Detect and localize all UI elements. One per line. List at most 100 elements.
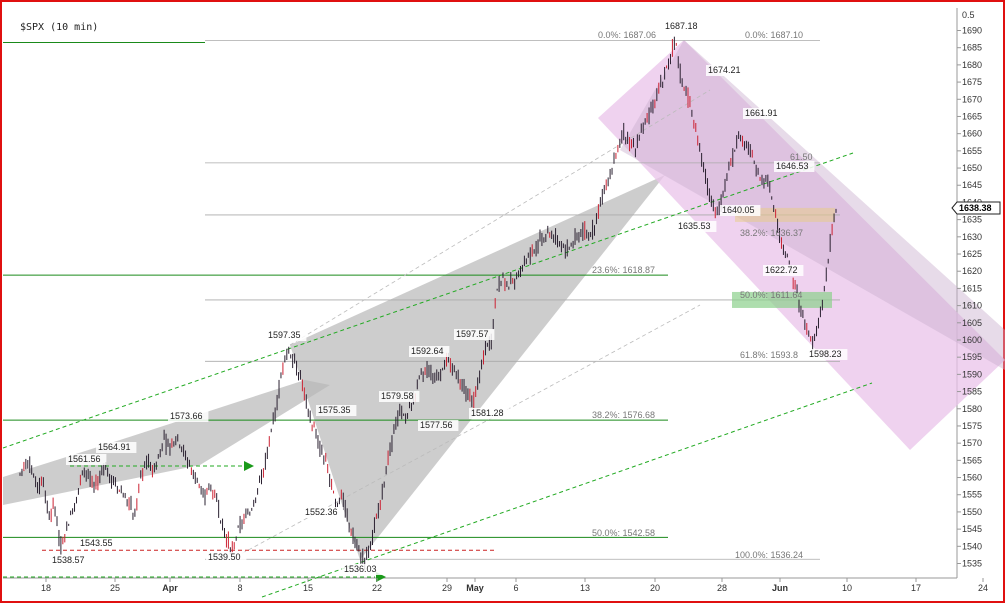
fib-right-2: 38.2%: 1636.37 bbox=[740, 228, 803, 238]
price-label-6: 1597.35 bbox=[268, 330, 301, 340]
y-tick-1535: 1535 bbox=[962, 559, 982, 569]
channel-inner-wedge bbox=[620, 40, 1005, 370]
price-label-bg-15 bbox=[663, 21, 704, 32]
y-tick-1670: 1670 bbox=[962, 94, 982, 104]
wedge-large bbox=[290, 175, 665, 560]
y-tick-1650: 1650 bbox=[962, 163, 982, 173]
fib-right-0: 0.0%: 1687.10 bbox=[745, 30, 803, 40]
fib-right-5: 100.0%: 1536.24 bbox=[735, 550, 803, 560]
fib-right-1: 61.50 bbox=[790, 152, 813, 162]
price-label-3: 1538.57 bbox=[52, 555, 85, 565]
x-tick-7: May bbox=[466, 583, 484, 593]
price-label-17: 1661.91 bbox=[745, 108, 778, 118]
y-tick-1555: 1555 bbox=[962, 490, 982, 500]
price-label-bg-10 bbox=[379, 391, 420, 402]
price-label-10: 1579.58 bbox=[381, 391, 414, 401]
fib-right-3: 50.0%: 1611.64 bbox=[740, 290, 802, 300]
price-label-bg-22 bbox=[807, 349, 848, 360]
y-tick-1540: 1540 bbox=[962, 541, 982, 551]
fib-left-1: 23.6%: 1618.87 bbox=[592, 265, 655, 275]
y-tick-top: 0.5 bbox=[962, 10, 975, 20]
price-label-8: 1552.36 bbox=[305, 507, 338, 517]
trend-line-lower bbox=[261, 382, 873, 598]
price-label-21: 1622.72 bbox=[765, 265, 798, 275]
price-label-bg-8 bbox=[303, 507, 344, 518]
y-tick-1565: 1565 bbox=[962, 455, 982, 465]
price-label-bg-5 bbox=[206, 552, 247, 563]
price-label-bg-0 bbox=[66, 454, 107, 465]
fib-left-0: 0.0%: 1687.06 bbox=[598, 30, 656, 40]
price-label-bg-1 bbox=[96, 442, 137, 453]
x-tick-15: 24 bbox=[978, 583, 988, 593]
x-tick-1: 25 bbox=[110, 583, 120, 593]
x-tick-2: Apr bbox=[162, 583, 178, 593]
y-tick-1570: 1570 bbox=[962, 438, 982, 448]
x-tick-5: 22 bbox=[372, 583, 382, 593]
guide-line-1 bbox=[289, 89, 711, 346]
price-label-bg-21 bbox=[763, 265, 804, 276]
price-label-bg-2 bbox=[78, 538, 119, 549]
price-label-bg-12 bbox=[409, 346, 450, 357]
y-tick-1685: 1685 bbox=[962, 43, 982, 53]
candlestick-series bbox=[19, 36, 837, 571]
price-label-bg-11 bbox=[418, 420, 459, 431]
x-tick-6: 29 bbox=[442, 583, 452, 593]
chart-title: $SPX (10 min) bbox=[20, 22, 99, 33]
y-tick-1680: 1680 bbox=[962, 60, 982, 70]
price-label-0: 1561.56 bbox=[68, 454, 101, 464]
last-price-label: 1638.38 bbox=[959, 203, 992, 213]
y-tick-1560: 1560 bbox=[962, 473, 982, 483]
price-label-20: 1635.53 bbox=[678, 221, 711, 231]
price-label-1: 1564.91 bbox=[98, 442, 131, 452]
y-tick-1690: 1690 bbox=[962, 26, 982, 36]
x-tick-4: 15 bbox=[303, 583, 313, 593]
y-tick-1605: 1605 bbox=[962, 318, 982, 328]
price-label-19: 1640.05 bbox=[722, 205, 755, 215]
y-tick-1600: 1600 bbox=[962, 335, 982, 345]
price-label-2: 1543.55 bbox=[80, 538, 113, 548]
price-label-4: 1573.66 bbox=[170, 411, 203, 421]
price-label-bg-7 bbox=[316, 405, 357, 416]
y-tick-1625: 1625 bbox=[962, 249, 982, 259]
price-label-bg-16 bbox=[706, 65, 747, 76]
y-tick-1595: 1595 bbox=[962, 352, 982, 362]
price-label-bg-18 bbox=[774, 161, 815, 172]
last-price-tag bbox=[951, 201, 1001, 215]
y-tick-1660: 1660 bbox=[962, 129, 982, 139]
x-tick-0: 18 bbox=[41, 583, 51, 593]
price-label-bg-9 bbox=[342, 564, 383, 575]
price-label-bg-19 bbox=[720, 205, 761, 216]
price-label-9: 1536.03 bbox=[344, 564, 377, 574]
arrow-1 bbox=[244, 461, 254, 471]
price-label-bg-20 bbox=[676, 221, 717, 232]
x-tick-14: 17 bbox=[911, 583, 921, 593]
price-label-bg-3 bbox=[50, 555, 91, 566]
x-tick-10: 20 bbox=[650, 583, 660, 593]
price-label-16: 1674.21 bbox=[708, 65, 741, 75]
price-label-bg-17 bbox=[743, 108, 784, 119]
price-label-5: 1539.50 bbox=[208, 552, 241, 562]
x-tick-9: 13 bbox=[580, 583, 590, 593]
fib-left-2: 38.2%: 1576.68 bbox=[592, 410, 655, 420]
x-tick-13: 10 bbox=[842, 583, 852, 593]
y-tick-1590: 1590 bbox=[962, 369, 982, 379]
x-tick-11: 28 bbox=[717, 583, 727, 593]
y-tick-1580: 1580 bbox=[962, 404, 982, 414]
x-tick-3: 8 bbox=[237, 583, 242, 593]
y-tick-1635: 1635 bbox=[962, 215, 982, 225]
price-label-bg-4 bbox=[168, 411, 209, 422]
fib-left-3: 50.0%: 1542.58 bbox=[592, 528, 655, 538]
price-label-bg-13 bbox=[454, 329, 495, 340]
y-tick-1545: 1545 bbox=[962, 524, 982, 534]
y-tick-1675: 1675 bbox=[962, 77, 982, 87]
x-tick-8: 6 bbox=[513, 583, 518, 593]
price-label-18: 1646.53 bbox=[776, 161, 809, 171]
fib-500-highlight bbox=[732, 291, 832, 308]
y-tick-1575: 1575 bbox=[962, 421, 982, 431]
price-label-13: 1597.57 bbox=[456, 329, 489, 339]
price-label-7: 1575.35 bbox=[318, 405, 351, 415]
price-label-12: 1592.64 bbox=[411, 346, 444, 356]
price-label-11: 1577.56 bbox=[420, 420, 453, 430]
